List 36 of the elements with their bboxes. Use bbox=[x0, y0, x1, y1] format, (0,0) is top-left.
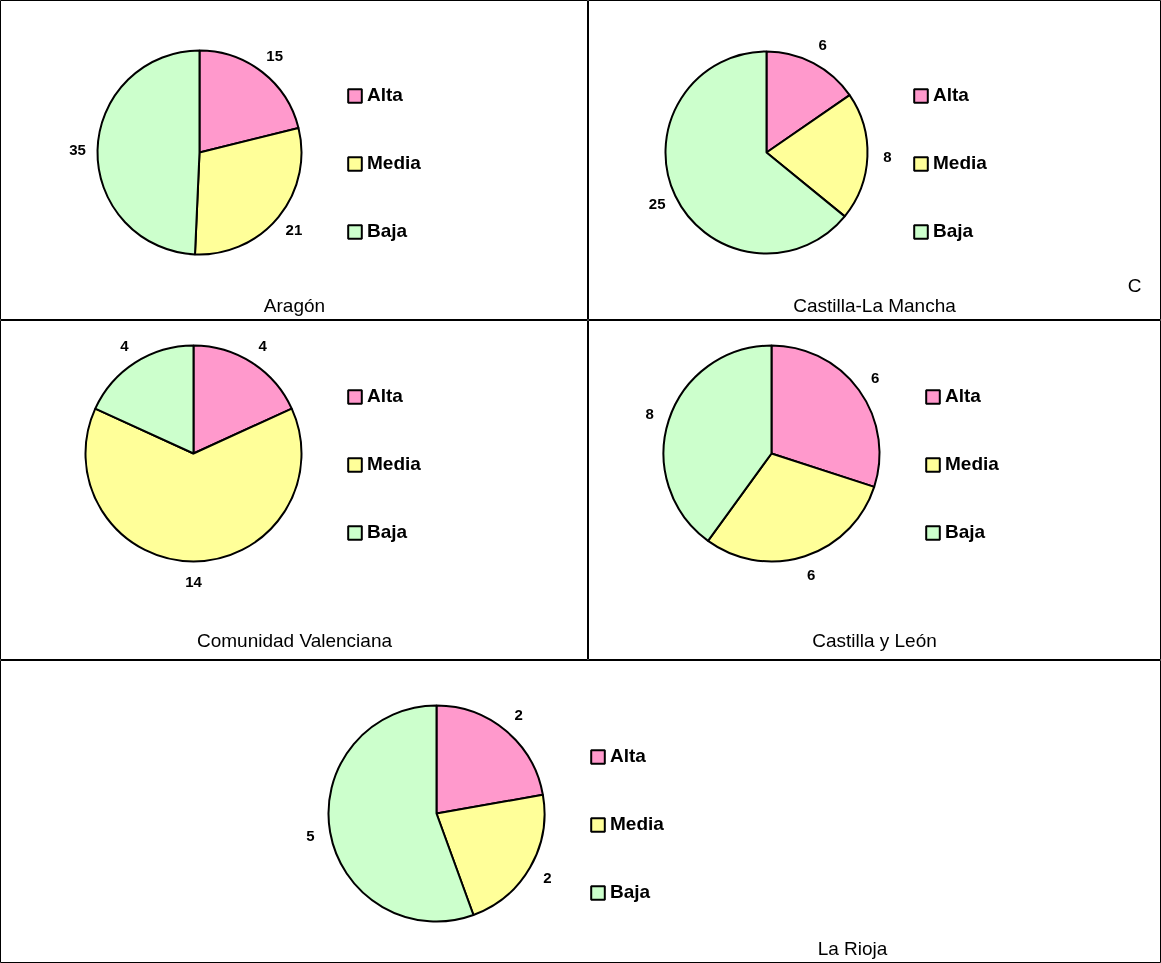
legend-label: Baja bbox=[367, 220, 408, 242]
text: Castilla y León bbox=[812, 630, 937, 651]
legend-label: Baja bbox=[610, 881, 651, 903]
data-label: 8 bbox=[883, 148, 892, 166]
data-label: 8 bbox=[645, 404, 654, 422]
text: La Rioja bbox=[817, 938, 888, 959]
data-label: 5 bbox=[306, 826, 315, 844]
legend-label: Alta bbox=[610, 745, 646, 767]
legend-label: Alta bbox=[933, 84, 969, 106]
data-label: 6 bbox=[806, 566, 816, 584]
legend-label: Media bbox=[367, 152, 421, 174]
data-label: 25 bbox=[648, 195, 666, 213]
data-label: 21 bbox=[285, 220, 303, 238]
legend-label: Baja bbox=[933, 220, 974, 242]
text: Aragón bbox=[263, 295, 326, 316]
data-label: 4 bbox=[258, 336, 268, 354]
legend-label: Baja bbox=[945, 521, 986, 543]
data-label: 2 bbox=[543, 868, 552, 886]
legend-label: Media bbox=[945, 453, 999, 475]
legend-label: Alta bbox=[945, 385, 981, 407]
slice-label: Alta bbox=[367, 385, 403, 407]
data-label: 4 bbox=[120, 336, 130, 354]
legend-label: Baja bbox=[367, 521, 408, 543]
text: Comunidad Valenciana bbox=[196, 630, 393, 651]
legend-label: Media bbox=[933, 152, 987, 174]
data-label: 6 bbox=[818, 36, 827, 54]
legend-label: Media bbox=[610, 813, 664, 835]
text: Castilla-La Mancha bbox=[793, 295, 957, 316]
data-label: 6 bbox=[870, 369, 880, 387]
data-label: 14 bbox=[185, 572, 203, 590]
data-label: 35 bbox=[69, 140, 86, 158]
data-label: 2 bbox=[514, 706, 523, 724]
legend-label: Media bbox=[367, 453, 421, 475]
text: C bbox=[1127, 275, 1142, 296]
data-label: 15 bbox=[266, 47, 283, 65]
legend-label: Alta bbox=[367, 84, 403, 106]
